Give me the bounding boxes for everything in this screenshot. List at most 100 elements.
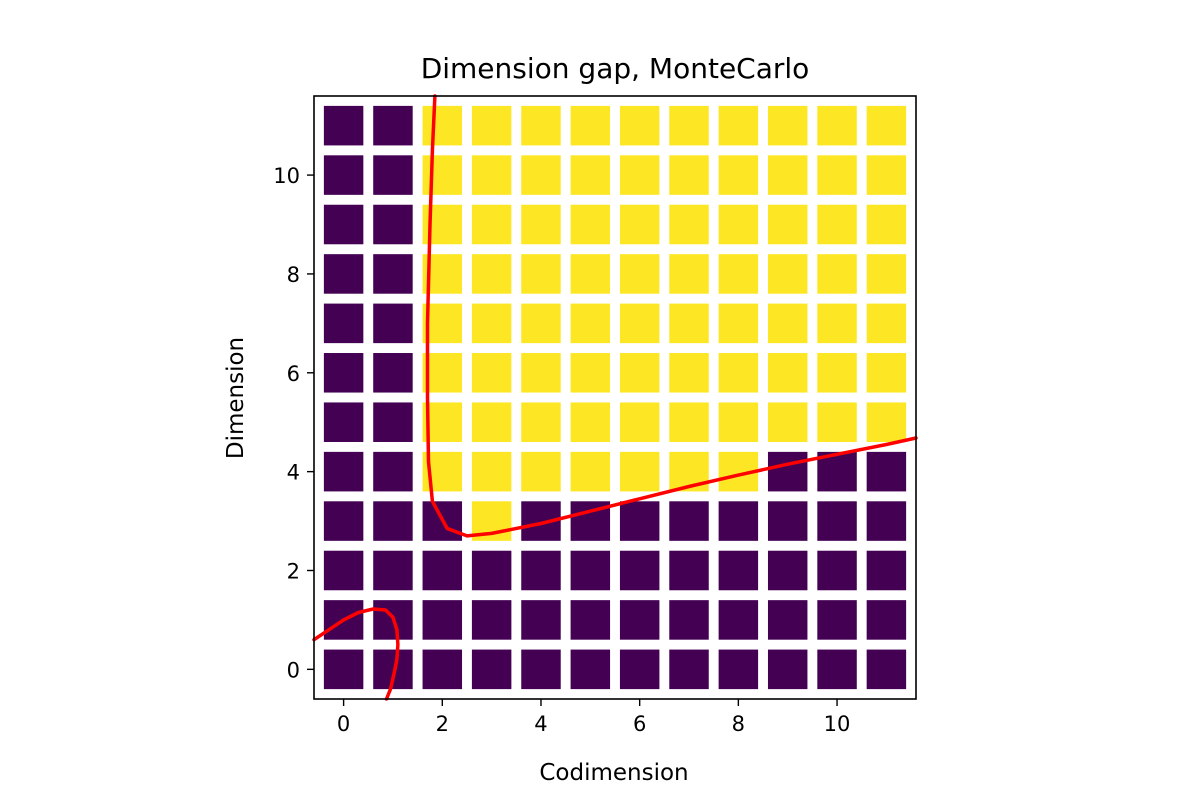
heatmap-cell-9-5 [767,402,808,442]
heatmap-cell-3-8 [471,254,512,294]
heatmap-cell-5-7 [570,303,611,344]
heatmap-cell-9-2 [767,550,808,591]
x-tick-label: 8 [732,712,745,736]
heatmap-cell-5-5 [570,402,611,442]
heatmap-cell-9-0 [767,649,808,690]
heatmap-cell-7-6 [669,353,709,393]
heatmap-cell-7-1 [669,600,709,640]
heatmap-cell-9-8 [767,254,808,294]
heatmap-cell-0-9 [323,204,364,245]
heatmap-cell-11-9 [866,204,907,245]
y-axis: 0 2 4 6 8 10 [273,164,314,682]
heatmap-cell-7-10 [669,155,709,195]
x-tick-label: 2 [436,712,449,736]
heatmap-cells [323,105,907,690]
heatmap-cell-1-3 [373,501,413,541]
heatmap-cell-11-1 [866,600,907,640]
heatmap-cell-3-6 [471,353,512,393]
x-tick-label: 0 [337,712,350,736]
heatmap-cell-11-3 [866,501,907,541]
heatmap-cell-2-2 [422,550,463,591]
heatmap-cell-7-5 [669,402,709,442]
heatmap-cell-7-2 [669,550,709,591]
heatmap-cell-0-2 [323,550,364,591]
heatmap-cell-3-4 [471,451,512,492]
heatmap-cell-4-6 [521,353,561,393]
heatmap-cell-7-11 [669,105,709,146]
heatmap-cell-10-3 [817,501,857,541]
heatmap-cell-8-6 [718,353,759,393]
heatmap-cell-9-9 [767,204,808,245]
heatmap-cell-7-7 [669,303,709,344]
y-tick-label: 10 [273,164,300,188]
heatmap-cell-5-9 [570,204,611,245]
x-tick-label: 6 [633,712,646,736]
y-axis-label: Dimension [223,337,249,459]
heatmap-cell-4-0 [521,649,561,690]
heatmap-cell-0-4 [323,451,364,492]
heatmap-cell-8-3 [718,501,759,541]
heatmap-cell-6-8 [619,254,660,294]
heatmap-cell-6-3 [619,501,660,541]
heatmap-cell-0-3 [323,501,364,541]
chart-title: Dimension gap, MonteCarlo [421,52,810,85]
heatmap-cell-1-6 [373,353,413,393]
heatmap-cell-6-4 [619,451,660,492]
heatmap-cell-8-11 [718,105,759,146]
heatmap-cell-10-11 [817,105,857,146]
heatmap-cell-6-10 [619,155,660,195]
heatmap-cell-11-6 [866,353,907,393]
heatmap-cell-3-5 [471,402,512,442]
heatmap-cell-8-8 [718,254,759,294]
heatmap-cell-6-1 [619,600,660,640]
boundary-curves [312,94,918,701]
x-axis-label: Codimension [539,760,688,786]
heatmap-cell-10-6 [817,353,857,393]
heatmap-cell-11-5 [866,402,907,442]
heatmap-cell-11-11 [866,105,907,146]
heatmap-cell-10-8 [817,254,857,294]
heatmap-cell-0-11 [323,105,364,146]
y-tick-label: 4 [287,461,300,485]
heatmap-cell-3-2 [471,550,512,591]
heatmap-cell-11-4 [866,451,907,492]
heatmap-cell-4-2 [521,550,561,591]
y-tick-label: 2 [287,559,300,583]
boundary-curve-2 [312,607,400,701]
heatmap-cell-5-0 [570,649,611,690]
heatmap-cell-8-9 [718,204,759,245]
heatmap-cell-10-1 [817,600,857,640]
heatmap-cell-3-7 [471,303,512,344]
heatmap-cell-5-8 [570,254,611,294]
heatmap-cell-9-4 [767,451,808,492]
heatmap-cell-10-0 [817,649,857,690]
heatmap-cell-2-11 [422,105,463,146]
heatmap-cell-3-10 [471,155,512,195]
heatmap-cell-9-7 [767,303,808,344]
heatmap-cell-1-10 [373,155,413,195]
heatmap-cell-2-0 [422,649,463,690]
heatmap-cell-0-7 [323,303,364,344]
x-axis: 0 2 4 6 8 10 [337,699,850,736]
heatmap-cell-5-6 [570,353,611,393]
heatmap-cell-0-6 [323,353,364,393]
heatmap-cell-2-1 [422,600,463,640]
heatmap-cell-1-11 [373,105,413,146]
boundary-curve-1 [425,94,918,538]
heatmap-cell-3-1 [471,600,512,640]
heatmap-cell-4-9 [521,204,561,245]
heatmap-cell-1-9 [373,204,413,245]
heatmap-cell-0-8 [323,254,364,294]
heatmap-cell-8-1 [718,600,759,640]
heatmap-cell-1-7 [373,303,413,344]
heatmap-cell-6-7 [619,303,660,344]
heatmap-cell-2-10 [422,155,463,195]
x-tick-label: 4 [534,712,547,736]
heatmap-cell-1-5 [373,402,413,442]
heatmap-cell-5-11 [570,105,611,146]
heatmap-cell-5-10 [570,155,611,195]
heatmap-cell-7-3 [669,501,709,541]
heatmap-cell-11-10 [866,155,907,195]
heatmap-cell-3-0 [471,649,512,690]
heatmap-cell-4-4 [521,451,561,492]
